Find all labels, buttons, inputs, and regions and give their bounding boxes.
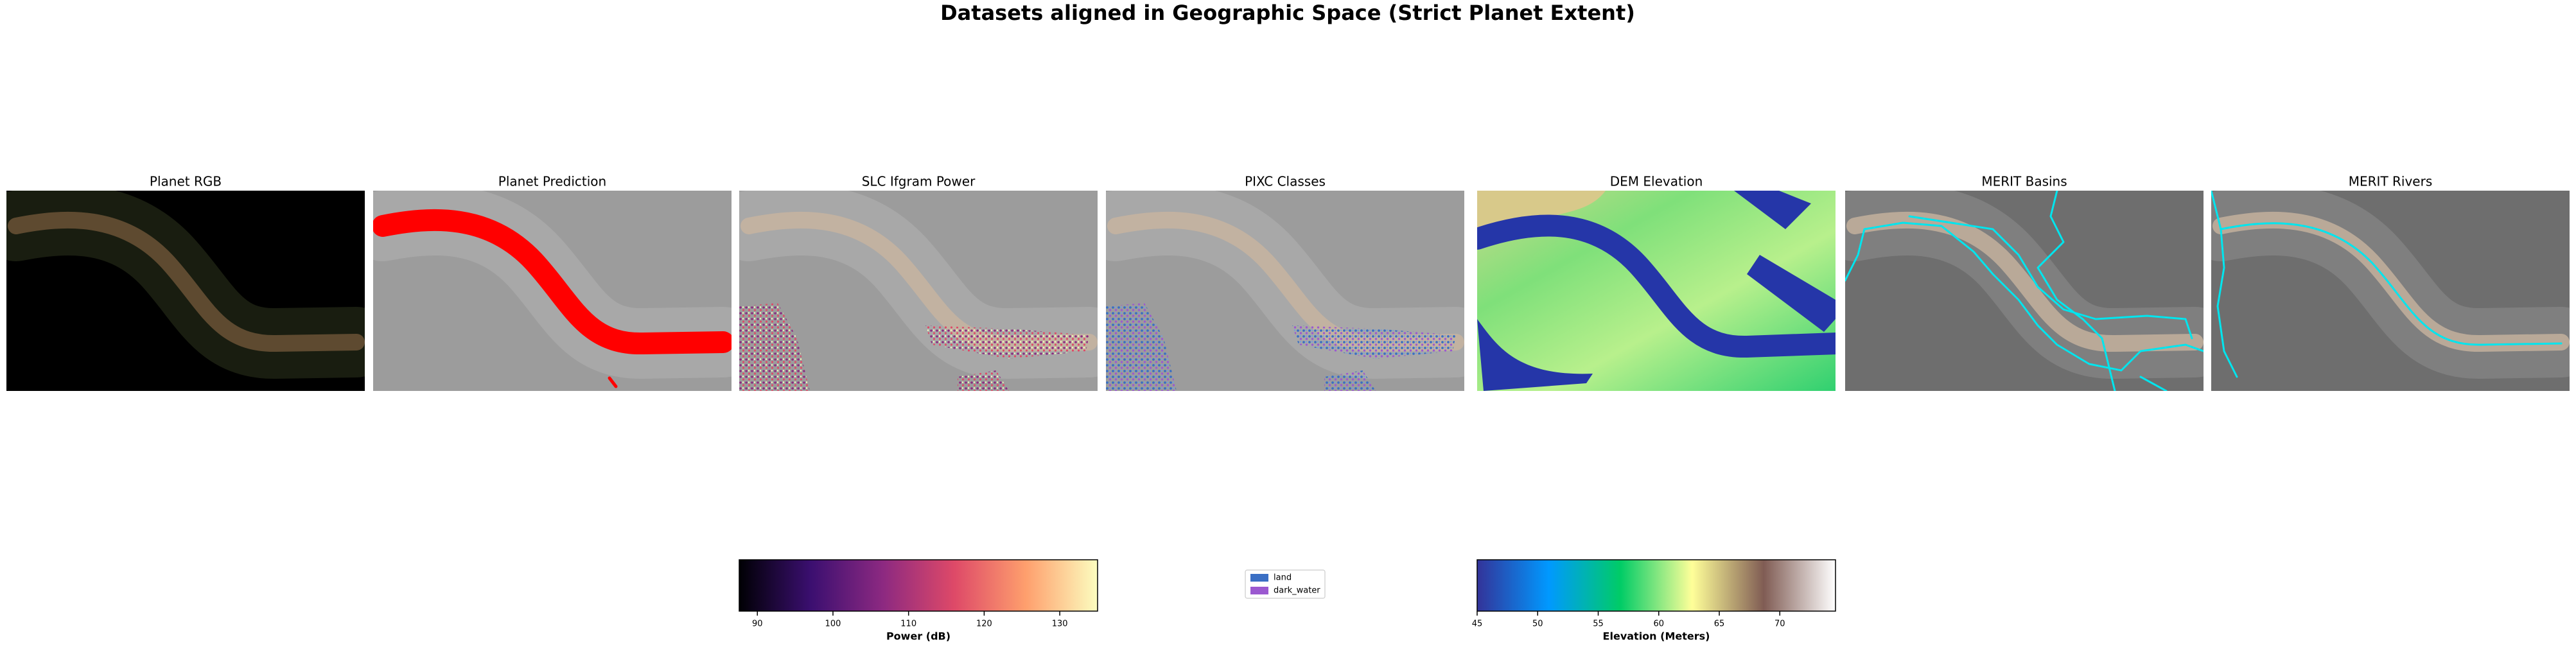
river [373,209,732,355]
colorbar-tick-label: 100 [825,619,841,629]
basin-boundary [2139,376,2168,391]
colorbar [739,559,1098,612]
colorbar-label: Elevation (Meters) [1603,630,1710,643]
river-fragment [608,376,618,388]
panel-title: DEM Elevation [1610,174,1703,189]
lake [1477,319,1593,391]
pixel-cloud [958,370,1009,391]
basin-boundary [1908,215,2193,340]
colorbar-tick-label: 45 [1472,619,1483,629]
legend-swatch [1250,587,1268,594]
panel-title: PIXC Classes [1245,174,1326,189]
river [8,211,365,352]
merit-river [2211,191,2563,346]
colorbar-tick-label: 90 [752,619,763,629]
panel-image [6,191,365,391]
pixel-cloud [1292,325,1456,359]
colorbar-tick-label: 60 [1653,619,1664,629]
panel-image [1106,191,1464,391]
pixel-cloud [925,325,1089,359]
figure-title: Datasets aligned in Geographic Space (St… [940,1,1635,25]
panel-image [739,191,1098,391]
colorbar-tick-label: 50 [1532,619,1543,629]
legend-label: land [1274,573,1292,583]
panel-image [1845,191,2204,391]
colorbar-label: Power (dB) [886,630,951,643]
colorbar [1476,559,1836,612]
colorbar-tick-label: 70 [1774,619,1785,629]
colorbar-tick-label: 65 [1714,619,1725,629]
panel-image [373,191,732,391]
panel-title: Planet Prediction [498,174,606,189]
lake [1734,191,1811,229]
legend-swatch [1250,574,1268,582]
pixel-cloud [739,303,810,391]
colorbar-tick-label: 130 [1052,619,1068,629]
panel-title: Planet RGB [150,174,222,189]
basin-boundary [1845,221,2204,372]
panel-title: MERIT Basins [1981,174,2067,189]
basin-boundary [2037,191,2116,391]
pixel-cloud [1324,370,1376,391]
merit-river [2216,228,2238,378]
legend-label: dark_water [1274,586,1320,596]
colorbar-tick-label: 55 [1593,619,1604,629]
river [1477,214,1836,358]
colorbar-tick-label: 110 [900,619,916,629]
panel-title: MERIT Rivers [2349,174,2433,189]
pixel-cloud [1106,303,1177,391]
colorbar-tick-label: 120 [976,619,992,629]
panel-image [1477,191,1836,391]
lake [1747,255,1836,332]
panel-title: SLC Ifgram Power [862,174,976,189]
panel-image [2211,191,2570,391]
river [1846,211,2204,352]
